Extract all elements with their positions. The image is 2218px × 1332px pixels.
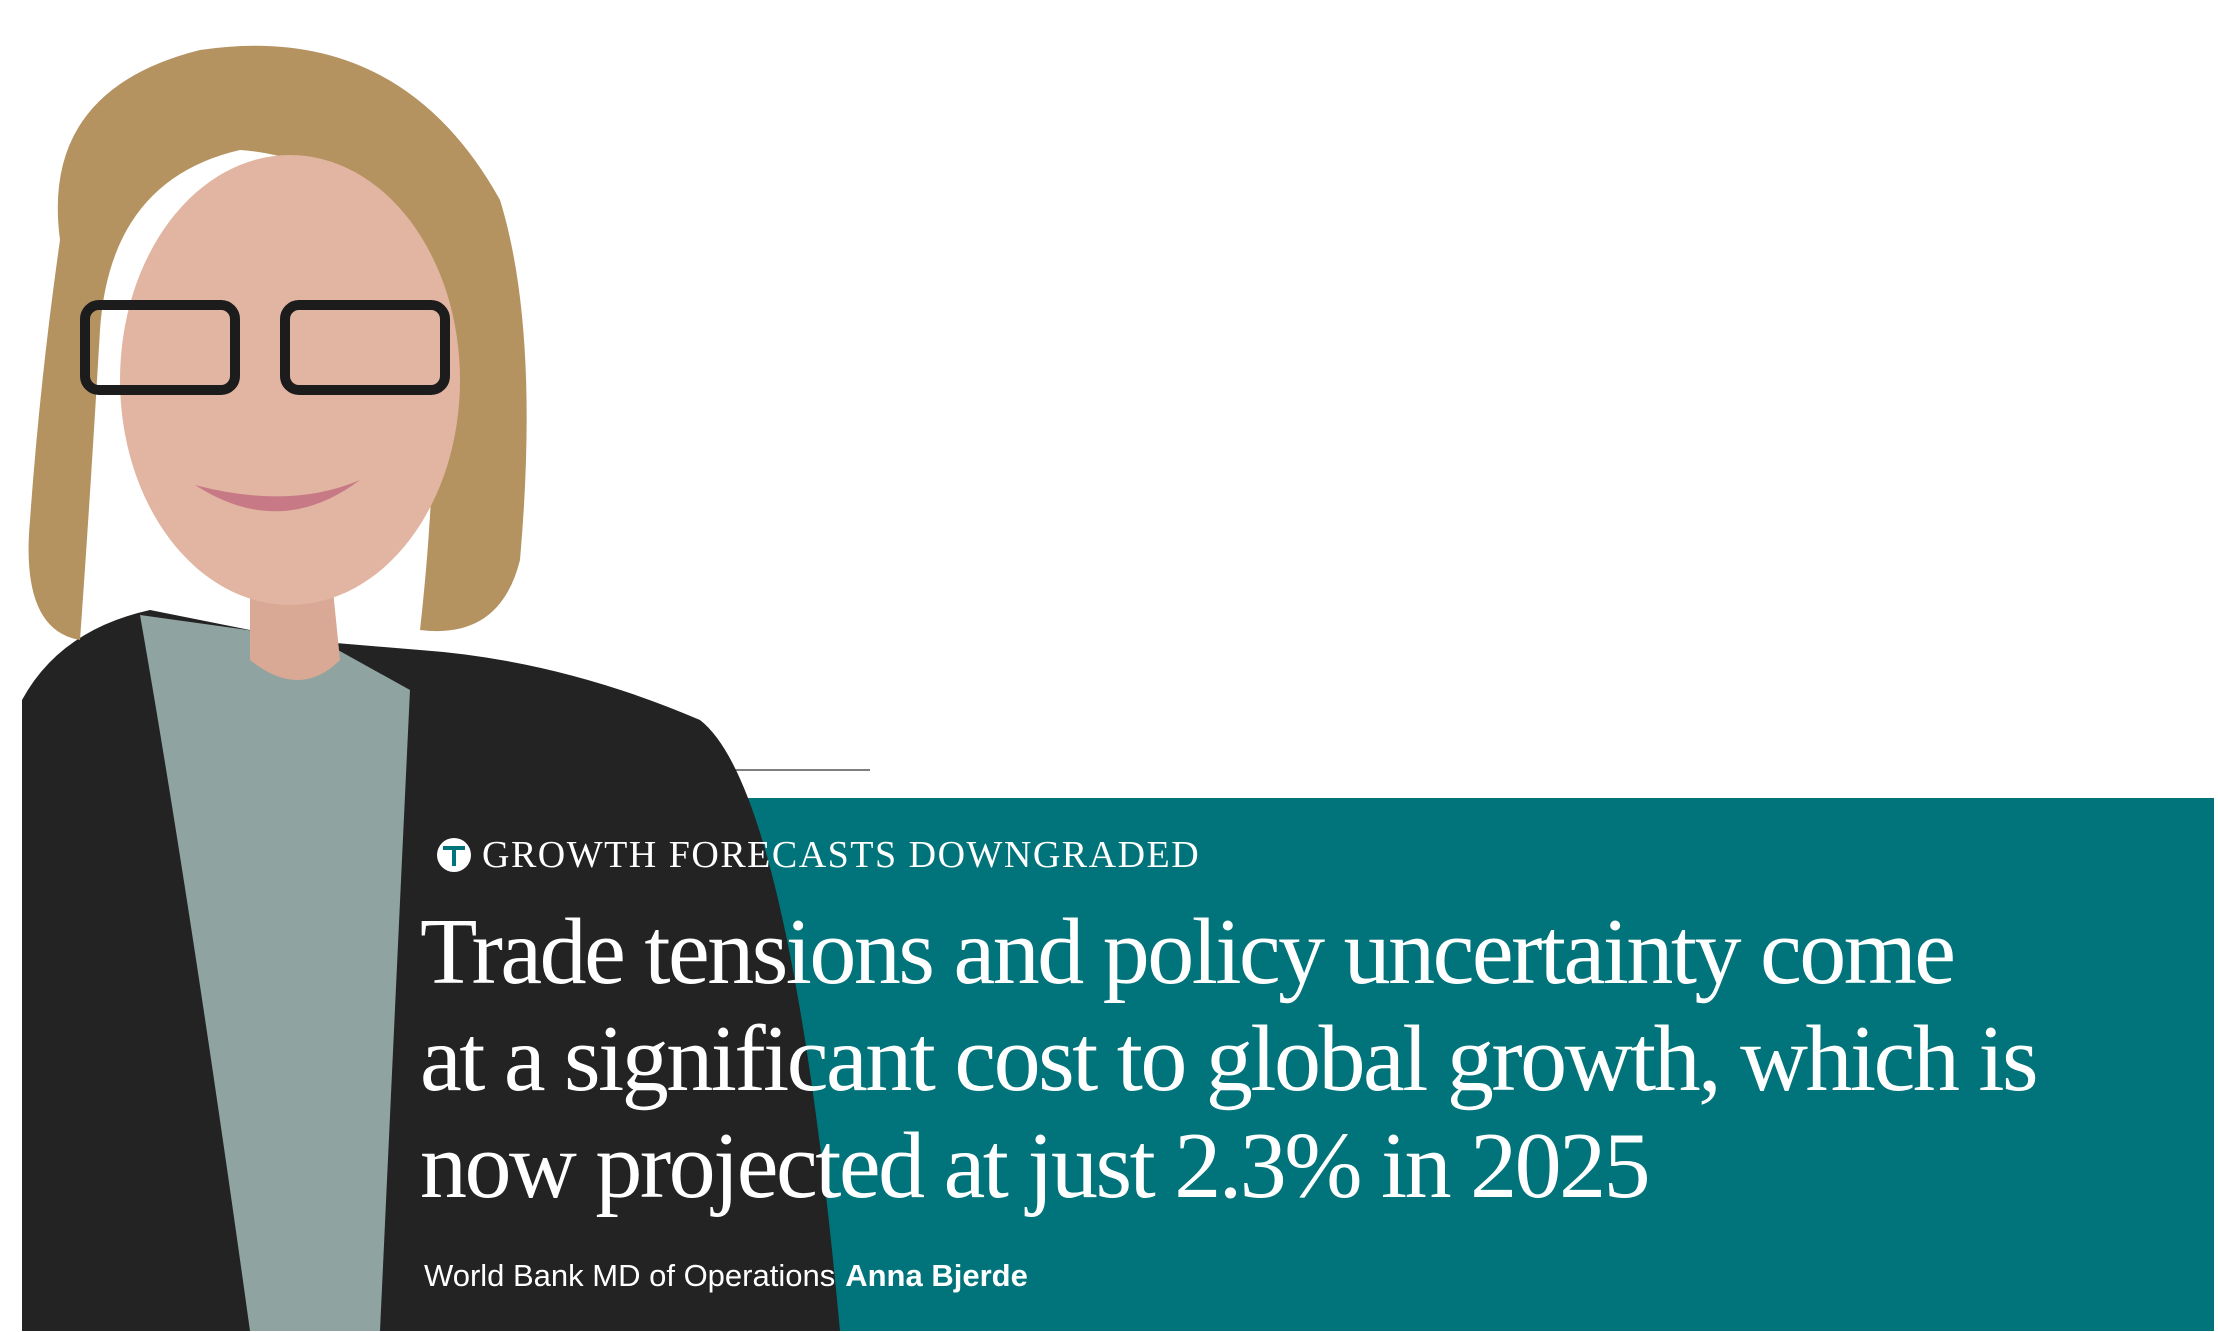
kicker: GROWTH FORECASTS DOWNGRADED [482, 834, 1200, 876]
smile [195, 480, 360, 512]
icon-glyph [443, 846, 465, 866]
quote-line: Trade tensions and policy uncertainty co… [420, 900, 1954, 1004]
hair [28, 45, 527, 640]
shirt [140, 615, 410, 1331]
kicker-icon [437, 838, 471, 872]
glasses-left [80, 300, 240, 395]
attribution-name: Anna Bjerde [845, 1258, 1028, 1293]
quote-panel [728, 798, 2214, 1331]
quote-line: at a significant cost to global growth, … [420, 1007, 2036, 1111]
quote-line: now projected at just 2.3% in 2025 [420, 1114, 1648, 1218]
attribution: World Bank MD of Operations Anna Bjerde [424, 1258, 1028, 1293]
portrait [22, 45, 840, 1331]
glasses-right [280, 300, 450, 395]
attribution-role: World Bank MD of Operations [424, 1258, 835, 1293]
